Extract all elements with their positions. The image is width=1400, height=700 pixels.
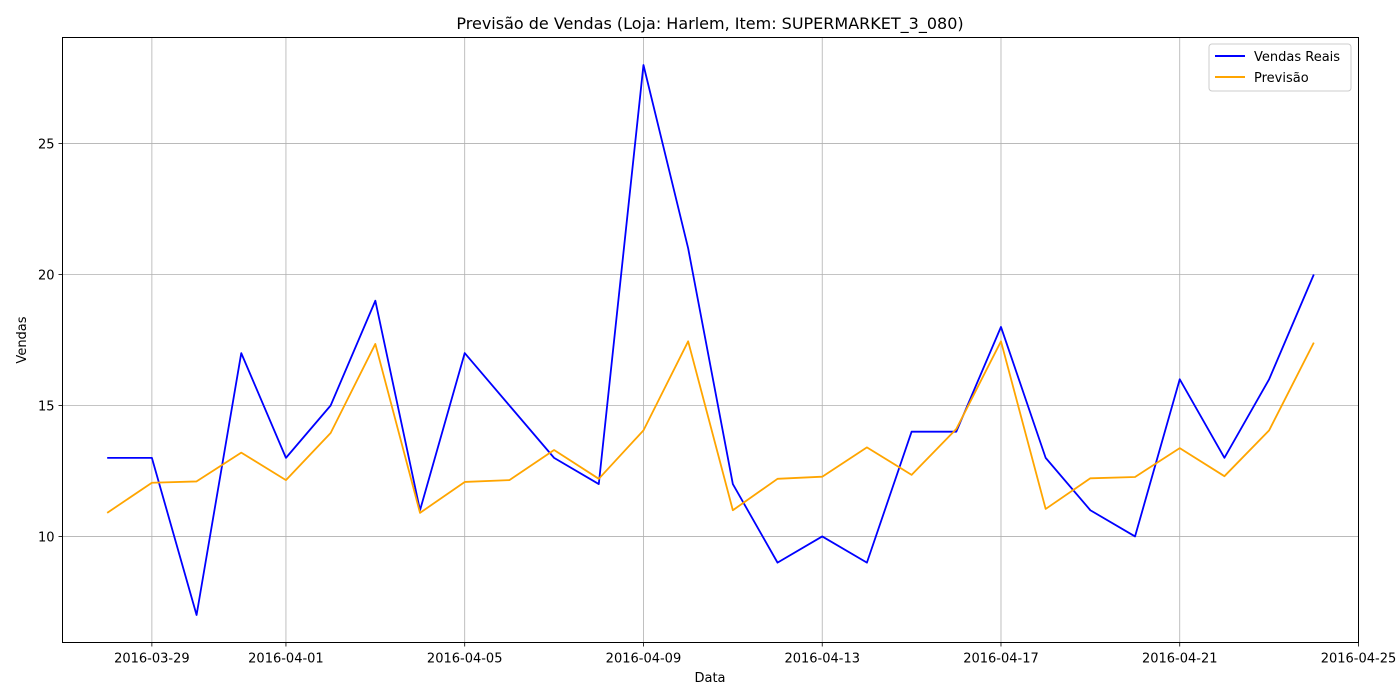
plot-frame xyxy=(62,37,1359,643)
x-tick-label: 2016-03-29 xyxy=(114,652,190,667)
series-line-previsao xyxy=(106,340,1315,514)
x-tick-label: 2016-04-25 xyxy=(1321,652,1397,667)
y-axis-ticks: 10 15 20 25 xyxy=(38,138,63,545)
y-axis-label: Vendas xyxy=(15,316,30,363)
x-tick-label: 2016-04-13 xyxy=(784,652,860,667)
x-tick-label: 2016-04-09 xyxy=(606,652,682,667)
x-tick-label: 2016-04-21 xyxy=(1142,652,1218,667)
legend-label-vendas-reais: Vendas Reais xyxy=(1254,50,1340,65)
y-tick-label: 25 xyxy=(38,138,55,153)
y-tick-label: 20 xyxy=(38,269,55,284)
x-tick-label: 2016-04-01 xyxy=(248,652,324,667)
grid xyxy=(62,37,1359,643)
x-tick-label: 2016-04-05 xyxy=(427,652,503,667)
x-tick-label: 2016-04-17 xyxy=(963,652,1039,667)
y-tick-label: 15 xyxy=(38,399,55,414)
x-axis-label: Data xyxy=(694,671,725,686)
series-lines xyxy=(106,64,1315,616)
legend: Vendas Reais Previsão xyxy=(1208,43,1352,92)
legend-label-previsao: Previsão xyxy=(1254,71,1309,86)
y-tick-label: 10 xyxy=(38,530,55,545)
series-line-vendas-reais xyxy=(107,64,1315,616)
x-axis-ticks: 2016-03-29 2016-04-01 2016-04-05 2016-04-09… xyxy=(114,642,1397,667)
chart-title: Previsão de Vendas (Loja: Harlem, Item: … xyxy=(456,14,963,34)
